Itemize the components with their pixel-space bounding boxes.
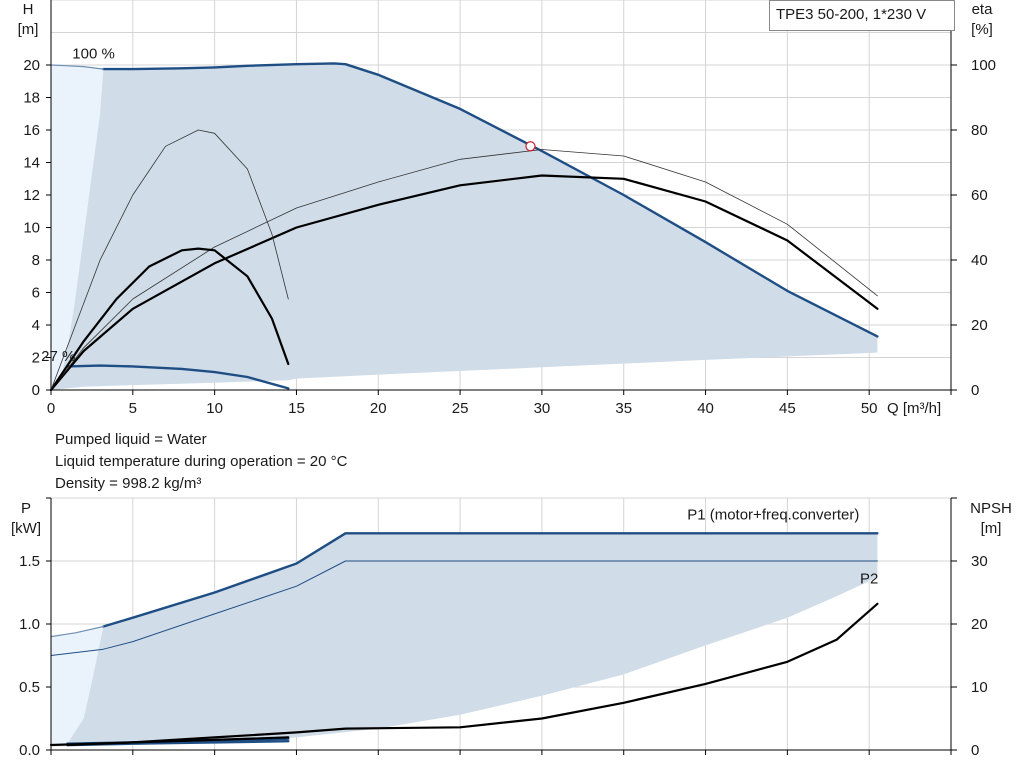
chart2-y-left-tick-label: 0.5 bbox=[19, 679, 40, 696]
chart1-y-left-tick-label: 16 bbox=[23, 122, 40, 139]
chart1-y-right-unit: [%] bbox=[971, 21, 993, 38]
chart1-y-left-tick-label: 0 bbox=[32, 382, 40, 399]
chart1-y-left-title: H bbox=[23, 1, 34, 18]
chart1-x-tick-label: 10 bbox=[206, 400, 223, 417]
chart1-x-tick-label: 20 bbox=[370, 400, 387, 417]
chart1-series-eff_100 bbox=[49, 174, 879, 392]
chart1-y-right-tick-label: 60 bbox=[971, 187, 988, 204]
chart1-x-tick-label: 50 bbox=[861, 400, 878, 417]
chart2-series-NPSH bbox=[49, 602, 879, 747]
chart2-y-right-tick-label: 20 bbox=[971, 616, 988, 633]
chart1-y-left-tick-label: 4 bbox=[32, 317, 40, 334]
chart1-operating-area-light bbox=[51, 65, 104, 390]
chart2-y-right-tick-label: 0 bbox=[971, 742, 979, 759]
chart1-series-head_max bbox=[102, 62, 879, 338]
chart1-x-tick-label: 5 bbox=[129, 400, 137, 417]
chart2-operating-area bbox=[51, 533, 878, 747]
chart1-y-left-tick-label: 20 bbox=[23, 57, 40, 74]
chart1-y-left-tick-label: 6 bbox=[32, 285, 40, 302]
chart2-y-right-title: NPSH bbox=[970, 500, 1012, 517]
model-label: TPE3 50-200, 1*230 V bbox=[769, 0, 955, 31]
chart1-x-title: Q [m³/h] bbox=[887, 400, 941, 417]
chart1-x-tick-label: 0 bbox=[47, 400, 55, 417]
chart1-operating-point bbox=[525, 141, 536, 152]
chart2-y-left-tick-label: 1.5 bbox=[19, 553, 40, 570]
chart2-legend-label: P2 bbox=[860, 571, 878, 588]
chart1-x-tick-label: 35 bbox=[615, 400, 632, 417]
chart1-y-right-tick-label: 40 bbox=[971, 252, 988, 269]
chart1-y-right-tick-label: 80 bbox=[971, 122, 988, 139]
chart2-series-P1_light bbox=[50, 625, 104, 638]
chart1-x-tick-label: 30 bbox=[534, 400, 551, 417]
info-liquid-temperature: Liquid temperature during operation = 20… bbox=[55, 453, 348, 470]
chart1-series-head_min bbox=[66, 364, 290, 390]
info-pumped-liquid: Pumped liquid = Water bbox=[55, 431, 207, 448]
chart1-y-left-tick-label: 8 bbox=[32, 252, 40, 269]
chart2-operating-area-light bbox=[51, 626, 104, 747]
chart1-y-left-tick-label: 12 bbox=[23, 187, 40, 204]
chart1-x-tick-label: 40 bbox=[697, 400, 714, 417]
chart1-y-right-tick-label: 20 bbox=[971, 317, 988, 334]
chart1-y-left-unit: [m] bbox=[18, 21, 39, 38]
chart2-series-P2 bbox=[50, 560, 878, 656]
chart1-series-eff_100_thin bbox=[50, 149, 878, 391]
chart2-series-NPSH_27 bbox=[66, 736, 290, 747]
chart1-y-right-title: eta bbox=[972, 1, 994, 18]
chart1-y-right-tick-label: 100 bbox=[971, 57, 996, 74]
chart1-annotation: 100 % bbox=[72, 46, 115, 63]
chart1-operating-area bbox=[51, 63, 878, 391]
chart1-y-left-tick-label: 2 bbox=[32, 350, 40, 367]
chart1-x-tick-label: 45 bbox=[779, 400, 796, 417]
chart2-y-left-tick-label: 1.0 bbox=[19, 616, 40, 633]
chart1-x-tick-label: 15 bbox=[288, 400, 305, 417]
chart2-y-right-tick-label: 10 bbox=[971, 679, 988, 696]
chart1-series-eff_27 bbox=[49, 247, 290, 392]
chart1-y-left-tick-label: 10 bbox=[23, 220, 40, 237]
chart2-y-right-unit: [m] bbox=[981, 520, 1002, 537]
chart1-series-head_max_light bbox=[50, 64, 104, 70]
chart1-series-eff_27_thin bbox=[50, 129, 289, 391]
chart1-y-left-tick-label: 18 bbox=[23, 90, 40, 107]
chart2-y-right-tick-label: 30 bbox=[971, 553, 988, 570]
chart1-x-tick-label: 25 bbox=[452, 400, 469, 417]
info-density: Density = 998.2 kg/m³ bbox=[55, 475, 202, 492]
chart1-y-left-tick-label: 14 bbox=[23, 155, 40, 172]
chart2-series-P1 bbox=[102, 532, 879, 628]
chart2-legend-label: P1 (motor+freq.converter) bbox=[687, 506, 859, 523]
chart2-y-left-unit: [kW] bbox=[11, 520, 41, 537]
chart1-annotation: 27 % bbox=[41, 348, 75, 365]
chart1-y-right-tick-label: 0 bbox=[971, 382, 979, 399]
chart2-y-left-title: P bbox=[21, 500, 31, 517]
chart2-y-left-tick-label: 0.0 bbox=[19, 742, 40, 759]
